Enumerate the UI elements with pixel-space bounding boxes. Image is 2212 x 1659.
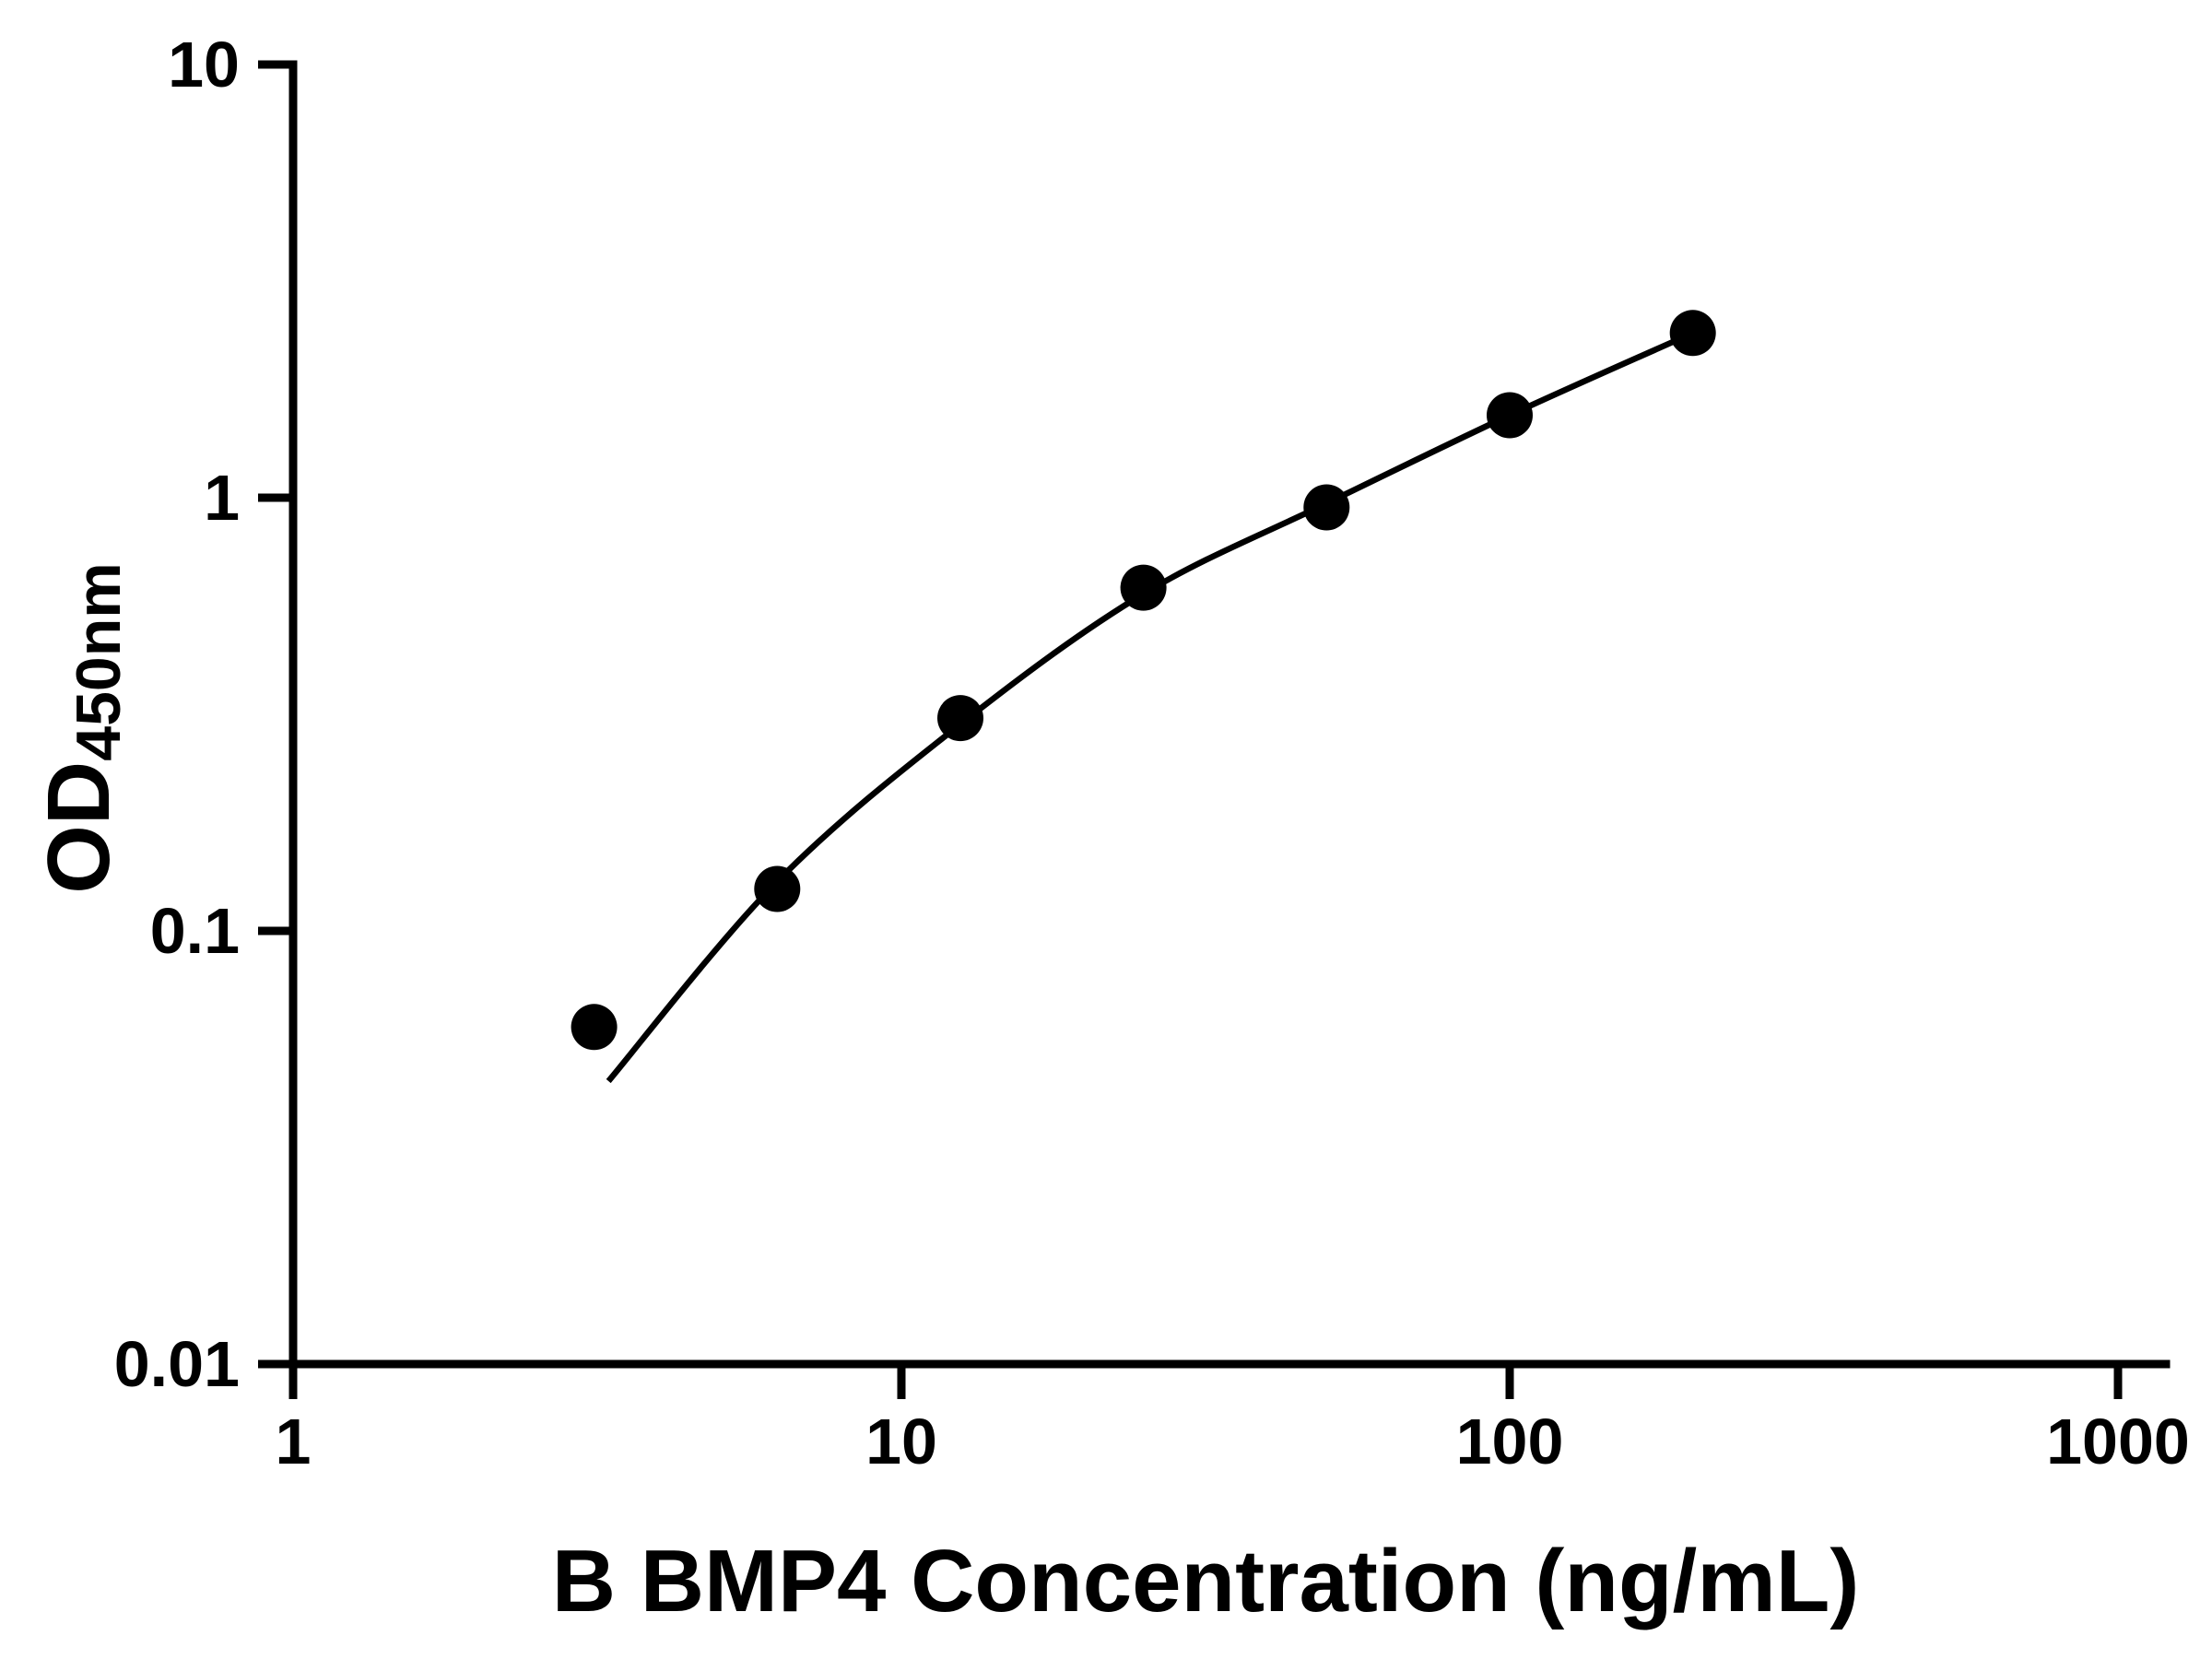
data-point xyxy=(754,865,801,912)
y-tick-label: 1 xyxy=(204,462,240,534)
y-tick-label: 10 xyxy=(168,29,240,100)
data-point xyxy=(1120,564,1167,611)
x-tick-label: 100 xyxy=(1456,1406,1564,1477)
y-axis-title: OD450nm xyxy=(29,562,135,893)
data-point xyxy=(937,695,983,742)
y-tick-label: 0.1 xyxy=(150,895,240,967)
data-point xyxy=(1303,484,1350,531)
fit-curve xyxy=(606,330,1695,1084)
y-axis-title-subscript: 450nm xyxy=(64,562,134,760)
x-tick-label: 10 xyxy=(865,1406,937,1477)
x-tick-label: 1000 xyxy=(2046,1406,2190,1477)
y-axis-title-main: OD xyxy=(29,761,128,894)
data-point xyxy=(1669,310,1716,357)
x-tick-label: 1 xyxy=(276,1406,312,1477)
data-point xyxy=(571,1004,618,1051)
y-tick-label: 0.01 xyxy=(114,1328,240,1400)
data-point xyxy=(1487,392,1533,439)
x-axis-title: B BMP4 Concentration (ng/mL) xyxy=(552,1532,1860,1630)
axis-lines xyxy=(288,60,2171,1369)
